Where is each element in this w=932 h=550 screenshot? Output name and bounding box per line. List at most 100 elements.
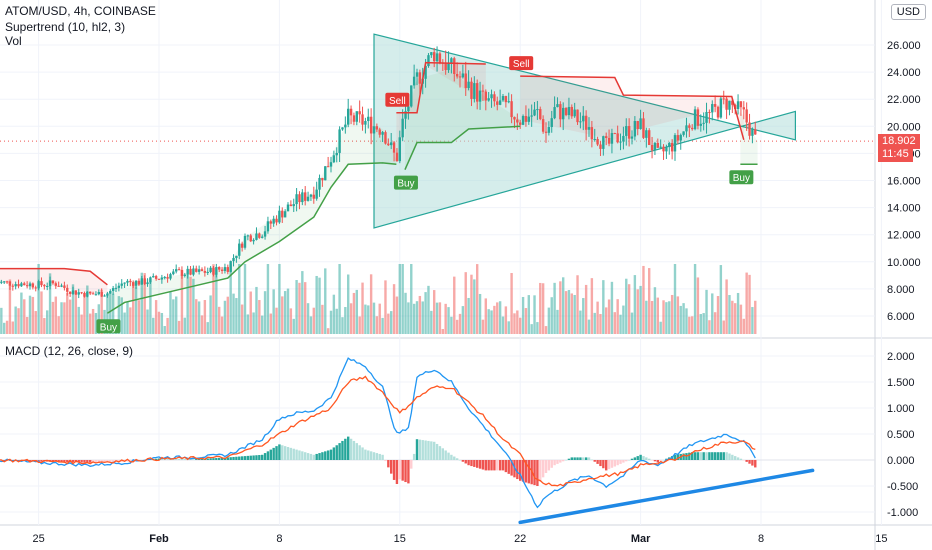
macd-histogram-bar	[306, 453, 310, 460]
macd-histogram-bar	[519, 460, 522, 481]
legend-macd[interactable]: MACD (12, 26, close, 9)	[5, 344, 134, 358]
volume-bar	[401, 264, 404, 334]
legend-symbol[interactable]: ATOM/USD, 4h, COINBASE	[5, 4, 156, 18]
candle-body	[688, 125, 691, 128]
candle-body	[220, 269, 224, 271]
legend-supertrend[interactable]: Supertrend (10, hl2, 3)	[5, 20, 126, 34]
volume-bar	[37, 264, 40, 334]
candle-body	[696, 109, 700, 126]
volume-bar	[74, 294, 78, 334]
macd-histogram-bar	[252, 455, 255, 460]
candle-body	[8, 281, 12, 286]
volume-bar	[301, 271, 304, 334]
volume-bar	[344, 307, 347, 334]
macd-histogram-bar	[510, 460, 513, 476]
candle-body	[86, 291, 89, 297]
volume-bar	[57, 316, 60, 334]
candle-body	[28, 283, 32, 287]
candle-body	[745, 109, 748, 123]
macd-histogram-bar	[3, 460, 6, 461]
candle-body	[347, 108, 350, 125]
macd-histogram-bar	[602, 460, 605, 469]
volume-bar	[387, 313, 390, 334]
macd-histogram-bar	[461, 460, 465, 462]
candle-body	[576, 109, 579, 123]
volume-bar	[587, 319, 591, 334]
candle-body	[415, 72, 419, 77]
candle-body	[31, 283, 35, 288]
macd-histogram-bar	[71, 460, 75, 463]
volume-bar	[338, 264, 341, 334]
candle-body	[427, 55, 430, 67]
candle-body	[711, 104, 714, 113]
candle-body	[616, 133, 619, 143]
macd-histogram-bar	[550, 460, 553, 468]
macd-histogram-bar	[607, 460, 611, 470]
candle-body	[613, 133, 616, 135]
legend-volume[interactable]: Vol	[5, 34, 22, 48]
currency-button[interactable]: USD	[890, 4, 926, 20]
volume-bar	[341, 317, 344, 334]
candle-body	[533, 109, 536, 116]
volume-bar	[550, 297, 553, 334]
volume-bar	[656, 297, 659, 334]
macd-histogram-bar	[206, 458, 209, 460]
macd-histogram-bar	[513, 460, 516, 478]
candlesticks[interactable]	[0, 46, 757, 299]
macd-histogram-bar	[648, 458, 651, 460]
volume-bar	[455, 319, 459, 334]
volume-bar	[716, 296, 720, 334]
volume-bar	[120, 297, 123, 334]
volume-bar	[177, 320, 181, 334]
volume-bar	[157, 311, 161, 334]
macd-histogram-bar	[605, 460, 608, 471]
candle-body	[71, 290, 75, 294]
candle-body	[693, 109, 697, 130]
macd-histogram-bar	[372, 452, 376, 460]
candle-body	[685, 125, 688, 132]
macd-histogram-bar	[713, 452, 717, 460]
candle-body	[278, 210, 281, 223]
volume-bar	[659, 321, 662, 334]
candle-body	[418, 72, 422, 84]
volume-bar	[536, 322, 539, 334]
buy-signal-box	[96, 319, 121, 334]
macd-pane[interactable]	[0, 357, 875, 525]
macd-histogram-bar	[289, 447, 293, 460]
price-tick-label: 26.000	[887, 40, 921, 52]
candle-body	[754, 129, 757, 135]
candle-body	[584, 115, 588, 130]
candle-body	[292, 204, 295, 207]
macd-histogram-bar	[266, 451, 270, 460]
candle-body	[215, 267, 218, 275]
candle-body	[625, 126, 628, 136]
candle-body	[550, 118, 553, 128]
macd-histogram-bar	[438, 446, 442, 460]
volume-bar	[481, 319, 485, 334]
candle-body	[447, 62, 450, 71]
candle-body	[679, 134, 682, 141]
volume-bar	[702, 313, 705, 334]
volume-bar	[473, 279, 476, 334]
candle-body	[341, 127, 344, 130]
volume-bar	[215, 272, 218, 334]
price-tick-label: 22.000	[887, 94, 921, 106]
macd-histogram-bar	[367, 450, 370, 460]
candle-body	[11, 285, 14, 287]
volume-bar	[289, 308, 293, 334]
macd-histogram-bar	[111, 460, 115, 463]
volume-bar	[636, 289, 639, 334]
volume-bar	[51, 301, 55, 334]
volume-bar	[470, 274, 473, 334]
candle-body	[639, 118, 642, 130]
candle-body	[438, 53, 442, 63]
macd-histogram-bar	[691, 452, 694, 460]
volume-bar	[673, 264, 677, 334]
supertrend-up-fill	[404, 69, 521, 170]
candle-body	[610, 133, 614, 144]
volume-bar	[11, 321, 14, 334]
volume-bar	[91, 308, 95, 334]
supertrend-lines	[0, 61, 758, 314]
macd-histogram-bar	[642, 456, 645, 460]
